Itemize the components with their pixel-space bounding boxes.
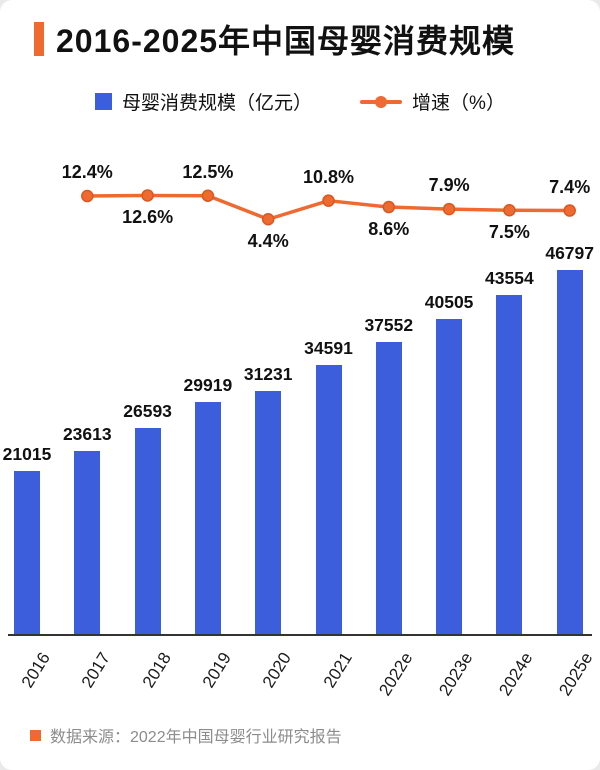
line-marker (322, 194, 335, 207)
source-note: 数据来源：2022年中国母婴行业研究报告 (30, 723, 342, 747)
bar-value-label: 23613 (62, 423, 112, 444)
growth-rate-label: 4.4% (247, 231, 289, 252)
bar-series-swatch (95, 93, 113, 110)
x-axis-line (8, 634, 592, 636)
bar (14, 471, 40, 635)
bar-value-label: 21015 (2, 444, 52, 465)
title-accent-bar (34, 22, 44, 56)
x-axis-label: 2025e (555, 649, 597, 700)
growth-rate-label: 12.6% (122, 207, 174, 228)
bar-value-label: 34591 (304, 338, 353, 359)
x-axis-label: 2016 (17, 649, 55, 692)
bar (255, 391, 282, 635)
bar (436, 319, 463, 635)
source-bullet (30, 729, 41, 741)
legend-label-line: 增速（%） (412, 93, 505, 114)
growth-rate-label: 7.9% (428, 175, 470, 196)
x-axis-label: 2018 (138, 649, 175, 692)
growth-rate-label: 10.8% (302, 166, 355, 187)
x-axis-label: 2017 (78, 649, 115, 692)
legend-item-bar: 母婴消费规模（亿元） (95, 88, 312, 115)
x-axis-label: 2023e (435, 649, 477, 700)
line-marker (141, 189, 154, 202)
x-axis-label: 2022e (374, 649, 416, 700)
bar (496, 295, 523, 635)
bar (134, 427, 161, 635)
growth-rate-label: 8.6% (368, 219, 410, 240)
x-axis-label: 2024e (495, 649, 537, 700)
line-marker (261, 212, 275, 226)
line-swatch-dot (375, 95, 388, 108)
bar-value-label: 43554 (485, 268, 534, 289)
bar (74, 450, 101, 635)
legend-label-bar: 母婴消费规模（亿元） (122, 93, 313, 114)
bar (315, 365, 342, 635)
bar-value-label: 29919 (183, 374, 233, 395)
bar-value-label: 37552 (364, 315, 414, 336)
chart-title: 2016-2025年中国母婴消费规模 (56, 23, 516, 59)
bar-value-label: 31231 (243, 364, 293, 385)
line-marker (503, 204, 516, 217)
x-axis-label: 2020 (259, 649, 296, 692)
title-row: 2016-2025年中国母婴消费规模 (34, 16, 515, 62)
growth-rate-label: 12.5% (182, 161, 234, 182)
growth-rate-label: 7.5% (488, 222, 530, 243)
line-series-swatch (360, 95, 403, 109)
line-marker (201, 189, 215, 202)
line-marker (442, 202, 456, 216)
bar-value-label: 40505 (424, 292, 474, 313)
growth-rate-label: 12.4% (61, 162, 113, 183)
bar-value-label: 46797 (545, 243, 595, 263)
x-axis-label: 2021 (319, 649, 356, 692)
growth-rate-label: 7.4% (549, 176, 591, 197)
source-text: 数据来源：2022年中国母婴行业研究报告 (50, 729, 342, 746)
line-marker (81, 189, 94, 203)
bar-value-label: 26593 (123, 400, 172, 421)
bar (194, 401, 221, 635)
legend-item-line: 增速（%） (360, 88, 505, 115)
line-marker (563, 204, 576, 217)
line-marker (382, 200, 396, 214)
legend: 母婴消费规模（亿元） 增速（%） (0, 88, 600, 115)
x-axis-label: 2019 (198, 649, 236, 692)
bar (375, 342, 402, 635)
bar (556, 270, 583, 635)
